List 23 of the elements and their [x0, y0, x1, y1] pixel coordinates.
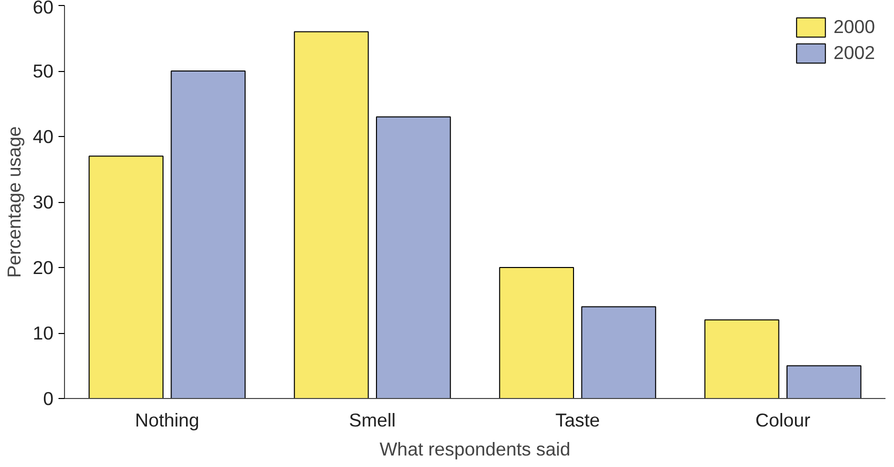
bar: [581, 306, 656, 398]
legend-label: 2002: [833, 42, 875, 64]
y-tick-label: 60: [32, 0, 54, 18]
y-tick-label: 30: [32, 192, 54, 212]
x-tick-label: Taste: [555, 410, 600, 430]
x-tick-label: Nothing: [134, 410, 200, 430]
y-tick-label: 0: [43, 388, 54, 409]
bar: [786, 365, 862, 398]
bar: [88, 156, 164, 398]
y-axis-title: Percentage usage: [4, 126, 25, 278]
bar: [294, 31, 369, 398]
bar: [170, 70, 246, 398]
bar: [704, 319, 780, 398]
y-tick-label: 40: [32, 126, 54, 147]
x-axis-title: What respondents said: [380, 438, 570, 460]
y-tick-label: 20: [32, 257, 54, 278]
y-tick-label: 10: [32, 322, 54, 344]
y-tick-label: 50: [32, 60, 54, 82]
bar: [376, 116, 451, 398]
legend-label: 2000: [833, 16, 875, 38]
x-tick-label: Smell: [349, 410, 396, 430]
x-tick-label: Colour: [755, 410, 810, 430]
bar: [499, 267, 574, 398]
